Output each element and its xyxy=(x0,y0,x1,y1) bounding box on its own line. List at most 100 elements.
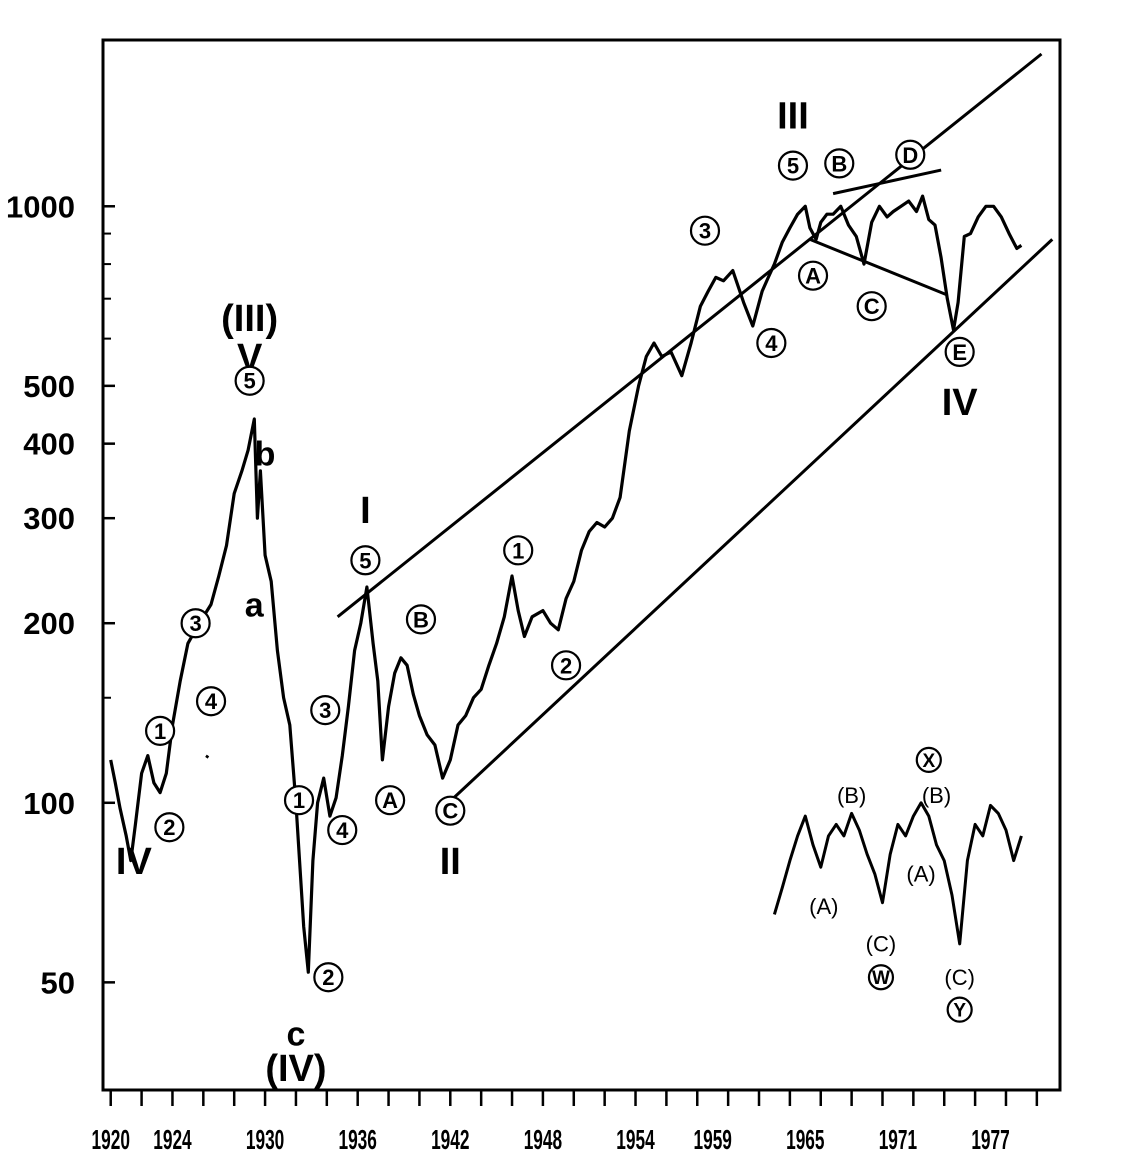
wave-label-text: D xyxy=(902,143,918,168)
wave-label-text: B xyxy=(831,151,847,176)
wave-label: (III) xyxy=(221,298,278,340)
wave-label-text: 3 xyxy=(319,698,331,723)
channel-line-3 xyxy=(809,238,948,297)
wave-label-circled: X xyxy=(915,746,942,774)
x-tick-label: 1930 xyxy=(246,1124,284,1155)
wave-label: a xyxy=(245,586,265,624)
wave-label: c xyxy=(286,1016,305,1054)
wave-label-text: A xyxy=(805,264,821,289)
wave-label-text: 2 xyxy=(560,653,572,678)
wave-label-text: X xyxy=(922,751,935,772)
wave-label: (IV) xyxy=(265,1048,326,1090)
wave-label-text: C xyxy=(864,294,880,319)
wave-label-text: E xyxy=(952,340,967,365)
wave-label-circled: 2 xyxy=(313,962,344,993)
wave-label-text: 4 xyxy=(765,331,778,356)
x-tick-label: 1920 xyxy=(92,1124,130,1155)
x-tick-label: 1924 xyxy=(153,1124,192,1155)
wave-label-text: A xyxy=(382,788,398,813)
wave-label-circled: D xyxy=(895,139,926,170)
wave-label-circled: E xyxy=(944,336,975,368)
wave-label: b xyxy=(255,435,276,473)
wave-label-text: C xyxy=(442,799,458,824)
wave-label-circled: B xyxy=(824,148,855,179)
wave-label-circled: 1 xyxy=(503,535,534,566)
wave-label-text: B xyxy=(413,607,429,632)
wave-label: III xyxy=(777,96,809,138)
wave-label-text: 1 xyxy=(154,719,166,744)
trend-channels xyxy=(205,52,1054,807)
x-tick-label: 1936 xyxy=(338,1124,376,1155)
wave-label: IV xyxy=(942,382,979,424)
wave-label-text: 5 xyxy=(359,548,371,573)
wave-label-circled: 5 xyxy=(234,365,265,396)
wave-label-circled: 1 xyxy=(145,715,176,746)
inset-series-line xyxy=(772,801,1023,946)
x-tick-label: 1948 xyxy=(524,1124,563,1155)
x-tick-label: 1971 xyxy=(879,1124,918,1155)
inset-wave-labels: (B) (A) (C) W X (B) (A) (C) Y xyxy=(809,746,975,1023)
x-tick-label: 1965 xyxy=(786,1124,825,1155)
wave-label: I xyxy=(360,490,371,532)
plot-frame xyxy=(101,38,1062,1092)
wave-label-circled: 4 xyxy=(195,686,227,717)
channel-line-1 xyxy=(444,238,1054,807)
channel-line-4 xyxy=(205,754,210,759)
wave-label-text: W xyxy=(872,968,890,989)
wave-label-text: 5 xyxy=(787,154,799,179)
wave-label-text: 1 xyxy=(512,538,524,563)
wave-label: II xyxy=(440,841,461,883)
wave-label: (B) xyxy=(837,783,866,808)
wave-label-text: 5 xyxy=(244,369,256,394)
wave-label-circled: 2 xyxy=(154,812,185,843)
wave-label-circled: 3 xyxy=(689,215,721,246)
x-tick-label: 1959 xyxy=(693,1124,731,1155)
x-tick-label: 1977 xyxy=(971,1124,1009,1155)
wave-label-text: 4 xyxy=(336,818,349,843)
x-tick-label: 1954 xyxy=(616,1124,655,1155)
wave-label-circled: A xyxy=(797,260,829,291)
wave-label: (C) xyxy=(944,965,975,990)
wave-label-circled: 1 xyxy=(283,785,315,816)
wave-label-circled: 4 xyxy=(756,327,787,359)
y-tick-label: 50 xyxy=(41,965,75,1000)
wave-label-text: 3 xyxy=(699,219,711,244)
wave-label-text: 1 xyxy=(293,788,305,813)
y-tick-label: 1000 xyxy=(6,189,75,224)
wave-label-circled: A xyxy=(375,785,406,816)
wave-label-circled: 2 xyxy=(550,650,582,681)
channel-line-2 xyxy=(832,168,942,196)
y-tick-label: 400 xyxy=(23,427,75,462)
wave-label-circled: C xyxy=(435,795,466,826)
wave-label-circled: 4 xyxy=(327,814,358,846)
wave-label-circled: C xyxy=(856,291,887,322)
y-tick-label: 500 xyxy=(23,369,75,404)
wave-label: IV xyxy=(116,841,153,883)
wave-label-text: 4 xyxy=(205,689,218,714)
channel-line-0 xyxy=(336,52,1043,618)
x-axis: 1920 1924 1930 1936 1942 1948 1954 1959 1965 1971… xyxy=(92,1090,1039,1155)
wave-label: (A) xyxy=(906,862,935,887)
wave-label: (A) xyxy=(809,894,838,919)
wave-label-circled: 5 xyxy=(350,545,381,576)
wave-label-text: 3 xyxy=(189,611,201,636)
wave-label-circled: 3 xyxy=(310,695,341,726)
y-tick-label: 200 xyxy=(23,606,75,641)
wave-label: (C) xyxy=(866,932,897,957)
wave-label-text: 2 xyxy=(163,815,175,840)
y-tick-label: 300 xyxy=(23,501,75,536)
y-tick-label: 100 xyxy=(23,786,75,821)
wave-label: (B) xyxy=(922,783,951,808)
wave-label-circled: W xyxy=(867,964,895,991)
price-series-line xyxy=(109,194,1023,974)
wave-label-text: 2 xyxy=(322,965,334,990)
y-axis: 1000 500 400 300 200 100 50 xyxy=(6,189,115,1000)
x-tick-label: 1942 xyxy=(431,1124,469,1155)
wave-label-circled: Y xyxy=(946,996,973,1023)
wave-label-circled: 3 xyxy=(180,608,211,639)
wave-label-circled: 5 xyxy=(777,150,809,181)
wave-label-text: Y xyxy=(953,1001,966,1022)
wave-label-circled: B xyxy=(405,604,437,635)
